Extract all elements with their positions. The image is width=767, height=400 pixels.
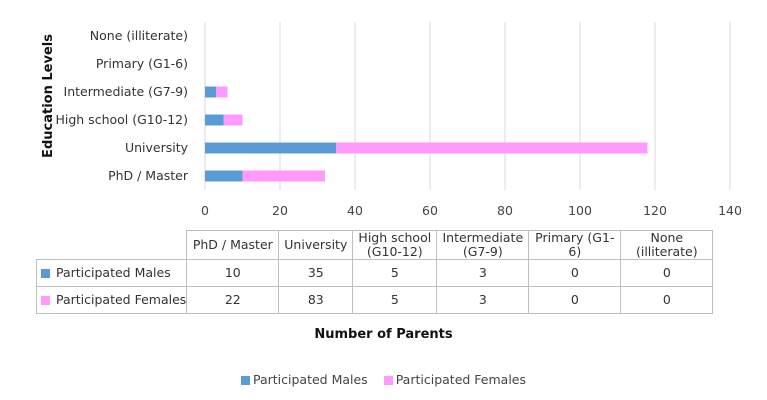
bar-participated-males-high-school-g10-12 bbox=[205, 114, 224, 126]
x-tick-140: 140 bbox=[718, 203, 742, 218]
table-row-participated-females: Participated Females 22 83 5 3 0 0 bbox=[35, 286, 714, 314]
x-tick-60: 60 bbox=[422, 203, 438, 218]
legend: Participated Males Participated Females bbox=[0, 372, 767, 387]
category-label-university: University bbox=[125, 140, 189, 155]
series-swatch bbox=[41, 269, 50, 278]
table-cell: 0 bbox=[620, 286, 714, 314]
legend-swatch bbox=[383, 376, 393, 385]
table-row-label: Participated Females bbox=[35, 286, 188, 314]
x-tick-20: 20 bbox=[272, 203, 288, 218]
table-cell: 35 bbox=[278, 259, 354, 287]
table-cell: 22 bbox=[186, 286, 280, 314]
table-cell: 10 bbox=[186, 259, 280, 287]
table-cell: 3 bbox=[436, 259, 530, 287]
category-label-intermediate-g7-9: Intermediate (G7-9) bbox=[64, 84, 188, 99]
bar-participated-males-university bbox=[205, 142, 337, 154]
y-axis-title: Education Levels bbox=[41, 34, 56, 158]
row-label-text: Participated Females bbox=[56, 292, 187, 307]
x-tick-100: 100 bbox=[568, 203, 592, 218]
category-label-none-illiterate: None (illiterate) bbox=[90, 28, 188, 43]
legend-label: Participated Females bbox=[395, 372, 527, 387]
bars bbox=[205, 86, 648, 182]
table-col-header-none-illiterate: None (illiterate) bbox=[620, 230, 714, 260]
gridlines bbox=[204, 22, 731, 190]
bar-participated-females-university bbox=[336, 142, 648, 154]
x-axis-title: Number of Parents bbox=[314, 327, 453, 342]
table-cell: 5 bbox=[352, 259, 438, 287]
data-table: PhD / Master University High school (G10-1… bbox=[35, 230, 714, 314]
x-tick-labels: 0 20 40 60 80 100 120 140 bbox=[201, 203, 742, 218]
table-cell: 3 bbox=[436, 286, 530, 314]
bar-participated-males-intermediate-g7-9 bbox=[205, 86, 217, 98]
table-row-participated-males: Participated Males 10 35 5 3 0 0 bbox=[35, 259, 714, 287]
table-col-header-intermediate-g7-9: Intermediate (G7-9) bbox=[436, 230, 530, 260]
category-label-primary-g1-6: Primary (G1-6) bbox=[96, 56, 188, 71]
legend-label: Participated Males bbox=[252, 372, 368, 387]
bar-participated-females-phd-master bbox=[242, 170, 325, 182]
category-label-phd-master: PhD / Master bbox=[108, 168, 189, 183]
table-row-label: Participated Males bbox=[35, 259, 188, 287]
data-table-header: PhD / Master University High school (G10-1… bbox=[36, 230, 714, 260]
x-tick-40: 40 bbox=[347, 203, 363, 218]
chart-plot: None (illiterate) Primary (G1-6) Intermedi… bbox=[41, 22, 742, 218]
legend-swatch bbox=[240, 376, 250, 385]
bar-participated-males-phd-master bbox=[205, 170, 243, 182]
table-col-header-high-school-g10-12: High school (G10-12) bbox=[352, 230, 438, 260]
legend-item-participated-females: Participated Females bbox=[383, 372, 527, 387]
table-cell: 83 bbox=[278, 286, 354, 314]
category-labels: None (illiterate) Primary (G1-6) Intermedi… bbox=[55, 28, 188, 183]
table-corner bbox=[36, 230, 188, 260]
x-tick-80: 80 bbox=[497, 203, 513, 218]
table-col-header-university: University bbox=[278, 230, 354, 260]
table-cell: 0 bbox=[528, 259, 622, 287]
table-col-header-primary-g1-6: Primary (G1-6) bbox=[528, 230, 622, 260]
table-cell: 0 bbox=[528, 286, 622, 314]
series-swatch bbox=[41, 296, 50, 305]
bar-participated-females-intermediate-g7-9 bbox=[216, 86, 228, 98]
table-cell: 5 bbox=[352, 286, 438, 314]
table-cell: 0 bbox=[620, 259, 714, 287]
bar-participated-females-high-school-g10-12 bbox=[223, 114, 243, 126]
data-table-body: Participated Males 10 35 5 3 0 0 Participated F… bbox=[35, 259, 714, 314]
legend-item-participated-males: Participated Males bbox=[240, 372, 368, 387]
x-tick-120: 120 bbox=[643, 203, 667, 218]
row-label-text: Participated Males bbox=[56, 265, 171, 280]
x-tick-0: 0 bbox=[201, 203, 209, 218]
table-col-header-phd-master: PhD / Master bbox=[186, 230, 280, 260]
category-label-high-school-g10-12: High school (G10-12) bbox=[55, 112, 188, 127]
